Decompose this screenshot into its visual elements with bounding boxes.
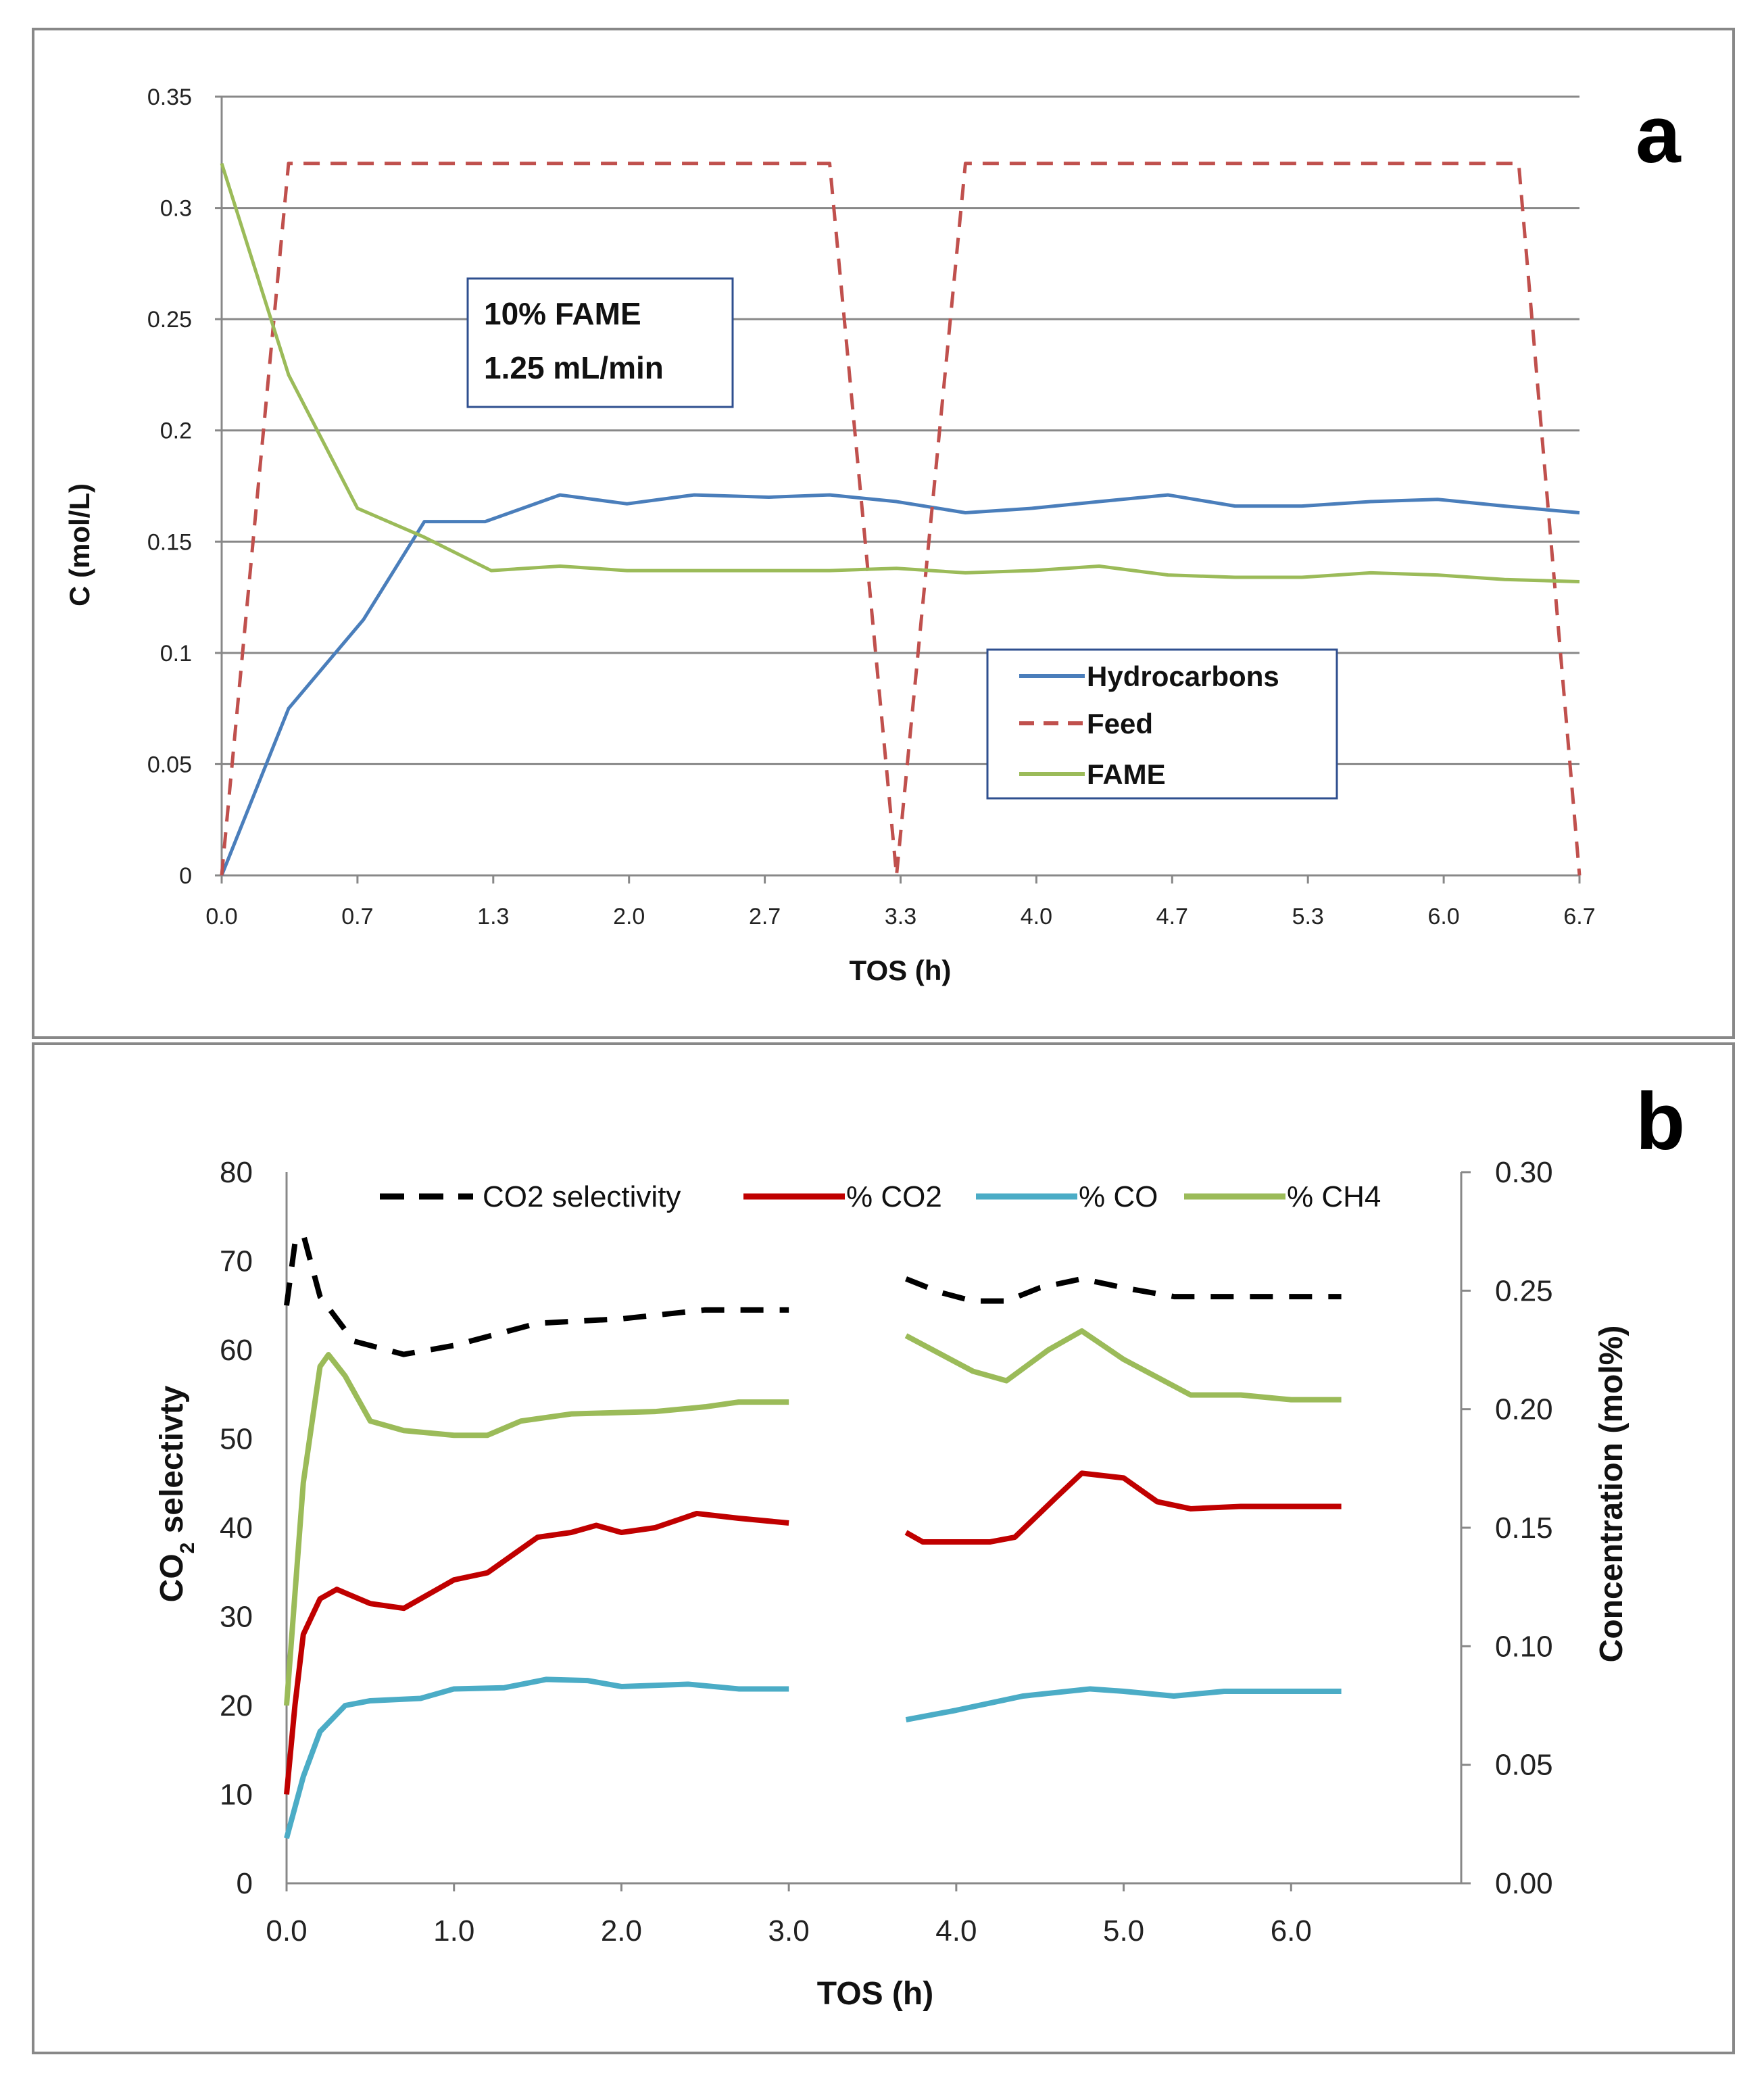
x-tick-label: 5.3 [1292,904,1324,929]
y-tick-label: 0.25 [147,307,192,333]
x-tick-label: 0.7 [341,904,373,929]
y-tick-label: 0.15 [147,529,192,555]
panel-b-frame [32,1042,1735,2054]
legend: CO2 selectivity % CO2 % CO % CH4 [380,1180,1381,1213]
y-tick-label: 80 [220,1156,253,1189]
series-line-co2-selectivity [284,1232,789,1357]
y-tick-label: 0.35 [147,84,192,110]
y-tick-label: 10 [220,1779,253,1812]
series-line-co2 [904,1470,1342,1545]
y-tick-label: 60 [220,1334,253,1367]
y-axis-label: C (mol/L) [64,483,95,606]
y-tick-label: 0.3 [160,196,192,222]
y-tick-label: 20 [220,1689,253,1722]
panel-b-chart: b 0 10 20 30 40 50 60 70 80 0.00 0.05 0.10 0.15 0.20 0… [32,1042,1735,2054]
series-line-co [284,1676,789,1839]
y2-tick-label: 0.05 [1495,1749,1553,1782]
legend-label-co2: % CO2 [846,1180,942,1213]
y-axis-label: CO2 selectivty [154,1385,199,1602]
y2-tick-label: 0.10 [1495,1630,1553,1663]
series-line-co2-selectivity [905,1276,1342,1304]
legend: Hydrocarbons Feed FAME [986,648,1338,800]
series-line-ch4 [284,1352,789,1706]
series-line-fame [220,162,1580,584]
legend-label-fame: FAME [1087,758,1166,790]
y2-tick-label: 0.25 [1495,1274,1553,1307]
y-tick-label: 0.05 [147,752,192,777]
x-tick-label: 1.0 [433,1914,474,1948]
y-tick-label: 50 [220,1423,253,1456]
x-axis-label: TOS (h) [850,954,952,986]
x-axis-label: TOS (h) [817,1976,933,2012]
legend-label-co2-selectivity: CO2 selectivity [483,1180,681,1213]
x-tick-label: 3.0 [768,1914,810,1948]
annotation-line-1: 10% FAME [484,296,641,331]
x-tick-label: 0.0 [266,1914,307,1948]
legend-label-co: % CO [1079,1180,1158,1213]
y-tick-label: 70 [220,1245,253,1278]
x-tick-label: 1.3 [477,904,509,929]
x-tick-label: 5.0 [1103,1914,1144,1948]
x-tick-label: 6.0 [1271,1914,1312,1948]
panel-b-label: b [1636,1076,1685,1167]
y2-axis-label: Concentration (mol%) [1594,1326,1630,1663]
legend-label-feed: Feed [1087,708,1153,740]
x-tick-label: 2.7 [749,904,781,929]
annotation-box: 10% FAME 1.25 mL/min [466,277,734,408]
y2-tick-label: 0.00 [1495,1867,1553,1900]
x-tick-label: 4.0 [935,1914,977,1948]
series-line-co [905,1686,1342,1722]
y-tick-label: 0 [237,1867,253,1900]
series-line-feed [220,162,1582,877]
y2-tick-label: 0.15 [1495,1511,1553,1545]
series-line-ch4 [904,1328,1342,1403]
x-tick-label: 4.7 [1156,904,1188,929]
x-tick-label: 6.0 [1427,904,1459,929]
x-tick-label: 3.3 [885,904,916,929]
panel-a-chart: a 0 0.05 0.1 0.15 0.2 0.25 0.3 0.35 0.0 0.7 1.3 2.0… [32,28,1735,1039]
y-tick-label: 40 [220,1511,253,1545]
y-tick-label: 30 [220,1601,253,1634]
series-line-hydrocarbons [220,493,1580,876]
annotation-line-2: 1.25 mL/min [484,350,664,385]
panel-a-label: a [1636,89,1682,180]
x-tick-label: 6.7 [1563,904,1595,929]
legend-label-hydrocarbons: Hydrocarbons [1087,660,1279,692]
series-line-co2 [284,1510,789,1795]
panel-a-frame [32,28,1735,1039]
y-tick-label: 0.2 [160,418,192,444]
x-tick-label: 4.0 [1021,904,1052,929]
y-tick-label: 0 [179,863,192,889]
y2-tick-label: 0.20 [1495,1393,1553,1426]
y-tick-label: 0.1 [160,641,192,667]
legend-label-ch4: % CH4 [1287,1180,1381,1213]
x-tick-label: 2.0 [601,1914,642,1948]
x-tick-label: 2.0 [613,904,645,929]
x-tick-label: 0.0 [205,904,237,929]
y2-tick-label: 0.30 [1495,1156,1553,1189]
